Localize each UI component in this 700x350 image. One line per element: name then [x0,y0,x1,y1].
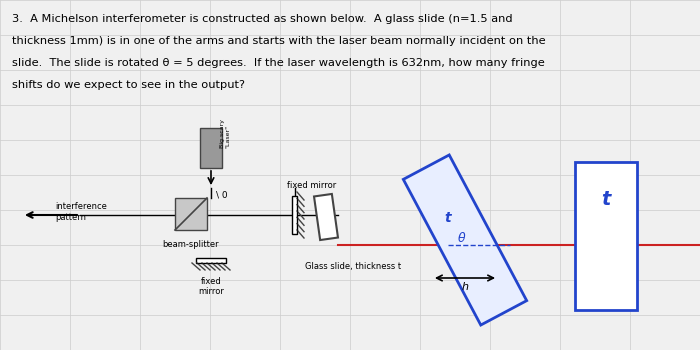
Bar [175,198,207,230]
Text: Big scary
"Laser": Big scary "Laser" [220,119,230,148]
Text: h: h [461,282,468,292]
Polygon shape [314,194,338,240]
Text: θ: θ [458,231,466,245]
Text: t: t [444,211,452,225]
Bar [200,128,222,168]
Text: fixed
mirror: fixed mirror [198,277,224,296]
Text: slide.  The slide is rotated θ = 5 degrees.  If the laser wavelength is 632nm, h: slide. The slide is rotated θ = 5 degree… [12,58,545,68]
Bar [196,258,226,263]
Text: 3.  A Michelson interferometer is constructed as shown below.  A glass slide (n=: 3. A Michelson interferometer is constru… [12,14,512,24]
Polygon shape [403,155,526,325]
Text: \ 0: \ 0 [216,190,228,199]
Text: beam-splitter: beam-splitter [162,240,219,249]
Text: fixed mirror: fixed mirror [287,181,336,190]
Text: thickness 1mm) is in one of the arms and starts with the laser beam normally inc: thickness 1mm) is in one of the arms and… [12,36,545,46]
Text: Glass slide, thickness t: Glass slide, thickness t [305,262,401,271]
Text: interference
pattern: interference pattern [55,202,107,222]
Bar [292,196,297,234]
Bar [575,162,637,310]
Text: t: t [601,190,610,209]
Text: shifts do we expect to see in the output?: shifts do we expect to see in the output… [12,80,245,90]
